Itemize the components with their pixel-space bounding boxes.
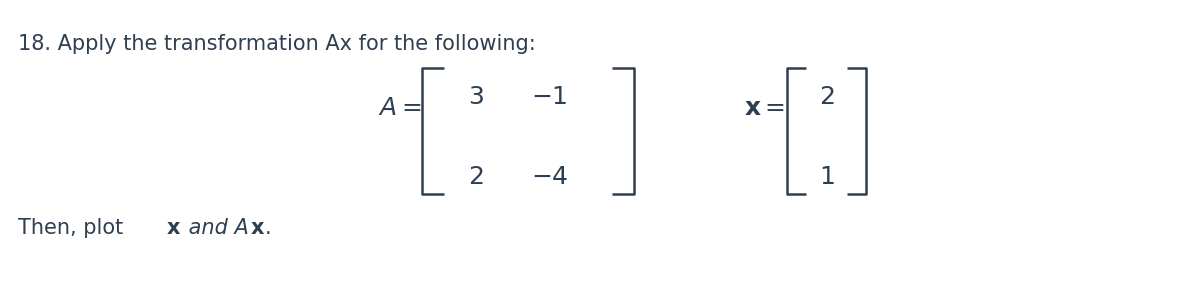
Text: x: x	[251, 218, 264, 238]
Text: 2: 2	[468, 165, 485, 189]
Text: $\mathbf{x}=$: $\mathbf{x}=$	[744, 96, 785, 120]
Text: 3: 3	[468, 85, 485, 109]
Text: Then, plot: Then, plot	[18, 218, 130, 238]
Text: $A=$: $A=$	[378, 96, 421, 120]
Text: .: .	[265, 218, 272, 238]
Text: 18. Apply the transformation Ax for the following:: 18. Apply the transformation Ax for the …	[18, 34, 535, 54]
Text: 2: 2	[818, 85, 835, 109]
Text: and A: and A	[182, 218, 250, 238]
Text: 1: 1	[818, 165, 835, 189]
Text: $-$4: $-$4	[530, 165, 569, 189]
Text: $-$1: $-$1	[532, 85, 568, 109]
Text: x: x	[166, 218, 180, 238]
